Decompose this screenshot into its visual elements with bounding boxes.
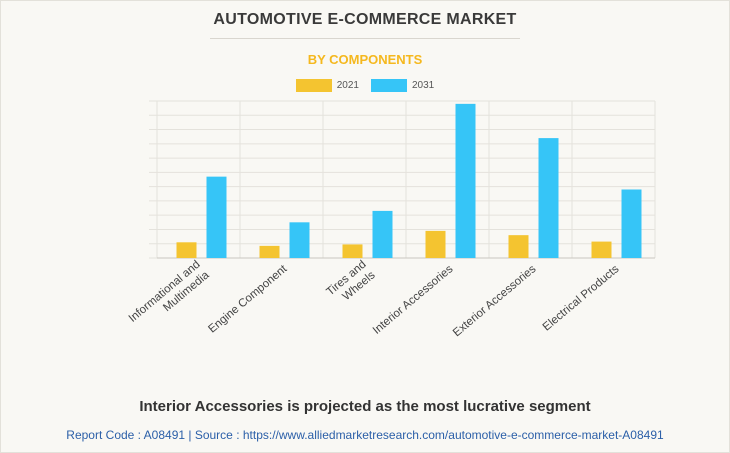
chart-subtitle: BY COMPONENTS xyxy=(307,52,423,67)
bar-2031-4 xyxy=(538,138,559,258)
bar-2021-2 xyxy=(342,244,363,258)
x-tick-label-line: Interior Accessories xyxy=(371,263,456,337)
chart-title: AUTOMOTIVE E-COMMERCE MARKET xyxy=(213,11,517,28)
bar-2021-5 xyxy=(591,241,612,258)
x-tick-label: Interior Accessories xyxy=(371,263,456,337)
bar-2031-5 xyxy=(621,189,642,258)
x-tick-label-line: Engine Component xyxy=(206,263,290,336)
legend: 2021 2031 xyxy=(0,79,730,92)
bar-2031-0 xyxy=(206,176,227,258)
bar-2021-3 xyxy=(425,230,446,258)
bar-2031-2 xyxy=(372,210,393,258)
bar-2021-1 xyxy=(259,245,280,258)
legend-label-2031: 2031 xyxy=(412,80,435,91)
legend-swatch-2031 xyxy=(371,79,407,92)
bar-2031-1 xyxy=(289,222,310,258)
x-tick-label: Tires andWheels xyxy=(324,258,377,309)
bar-2031-3 xyxy=(455,103,476,258)
x-tick-label: Electrical Products xyxy=(541,263,622,334)
footer-report-line: Report Code : A08491 | Source : https://… xyxy=(66,428,664,442)
x-tick-label-line: Exterior Accessories xyxy=(451,263,539,339)
x-tick-label: Engine Component xyxy=(206,263,290,336)
x-tick-label: Exterior Accessories xyxy=(451,263,539,339)
footer-headline: Interior Accessories is projected as the… xyxy=(139,398,591,415)
title-divider xyxy=(210,38,520,39)
bar-2021-0 xyxy=(176,242,197,258)
legend-swatch-2021 xyxy=(295,79,332,92)
legend-label-2021: 2021 xyxy=(336,80,359,91)
legend-item-2031: 2031 xyxy=(371,79,434,92)
legend-item-2021: 2021 xyxy=(295,79,359,92)
bar-2021-4 xyxy=(508,235,529,258)
x-tick-label-line: Electrical Products xyxy=(541,263,622,334)
x-tick-label: Informational andMultimedia xyxy=(127,258,212,335)
